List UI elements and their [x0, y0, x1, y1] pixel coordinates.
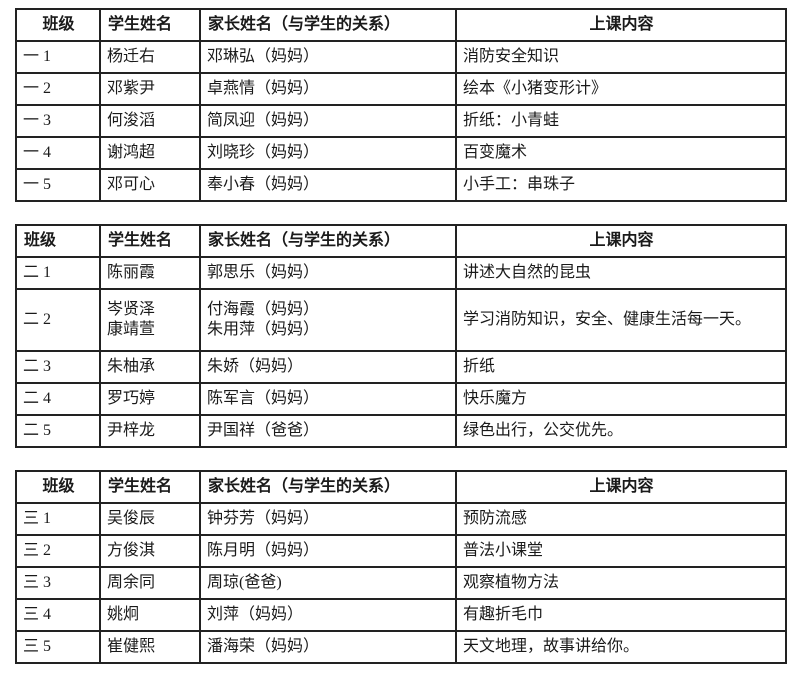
student-name-cell: 姚炯: [99, 598, 201, 632]
table-row: 一 3 何浚滔 简凤迎（妈妈） 折纸：小青蛙: [15, 104, 787, 138]
parent-name-cell: 陈月明（妈妈）: [199, 534, 457, 568]
column-header-class: 班级: [15, 470, 101, 504]
student-name-cell: 谢鸿超: [99, 136, 201, 170]
class-cell: 一 1: [15, 40, 101, 74]
class-cell: 二 2: [15, 288, 101, 352]
parent-name-cell: 潘海荣（妈妈）: [199, 630, 457, 664]
lesson-content-cell: 消防安全知识: [455, 40, 787, 74]
column-header-content: 上课内容: [455, 470, 787, 504]
table-row: 二 2 岑贤泽 康靖萱 付海霞（妈妈） 朱用萍（妈妈） 学习消防知识，安全、健康…: [15, 288, 787, 352]
class-cell: 二 5: [15, 414, 101, 448]
table-row: 三 1 吴俊辰 钟芬芳（妈妈） 预防流感: [15, 502, 787, 536]
table-row: 三 3 周余同 周琼(爸爸) 观察植物方法: [15, 566, 787, 600]
parent-name-cell: 郭思乐（妈妈）: [199, 256, 457, 290]
class-cell: 一 4: [15, 136, 101, 170]
lesson-content-cell: 观察植物方法: [455, 566, 787, 600]
student-name-cell: 朱柚承: [99, 350, 201, 384]
student-name-cell: 岑贤泽 康靖萱: [99, 288, 201, 352]
student-name-cell: 杨迁右: [99, 40, 201, 74]
lesson-content-cell: 学习消防知识，安全、健康生活每一天。: [455, 288, 787, 352]
student-name-cell: 崔健熙: [99, 630, 201, 664]
class-cell: 二 1: [15, 256, 101, 290]
parent-name-cell: 陈军言（妈妈）: [199, 382, 457, 416]
parent-name-cell: 周琼(爸爸): [199, 566, 457, 600]
student-name-cell: 周余同: [99, 566, 201, 600]
header-row: 班级 学生姓名 家长姓名（与学生的关系） 上课内容: [15, 224, 787, 258]
student-name-cell: 吴俊辰: [99, 502, 201, 536]
class-cell: 三 4: [15, 598, 101, 632]
student-name-cell: 罗巧婷: [99, 382, 201, 416]
column-header-content: 上课内容: [455, 224, 787, 258]
class-cell: 三 3: [15, 566, 101, 600]
parent-name-cell: 尹国祥（爸爸）: [199, 414, 457, 448]
lesson-content-cell: 百变魔术: [455, 136, 787, 170]
header-row: 班级 学生姓名 家长姓名（与学生的关系） 上课内容: [15, 470, 787, 504]
column-header-class: 班级: [15, 8, 101, 42]
column-header-class: 班级: [15, 224, 101, 258]
class-cell: 三 2: [15, 534, 101, 568]
column-header-student: 学生姓名: [99, 470, 201, 504]
parent-name-cell: 奉小春（妈妈）: [199, 168, 457, 202]
class-cell: 二 3: [15, 350, 101, 384]
table-grade-2: 班级 学生姓名 家长姓名（与学生的关系） 上课内容 二 1 陈丽霞 郭思乐（妈妈…: [15, 224, 787, 448]
table-row: 一 5 邓可心 奉小春（妈妈） 小手工：串珠子: [15, 168, 787, 202]
student-name-cell: 邓紫尹: [99, 72, 201, 106]
student-name-cell: 陈丽霞: [99, 256, 201, 290]
class-cell: 三 1: [15, 502, 101, 536]
class-cell: 三 5: [15, 630, 101, 664]
column-header-parent: 家长姓名（与学生的关系）: [199, 224, 457, 258]
table-row: 二 1 陈丽霞 郭思乐（妈妈） 讲述大自然的昆虫: [15, 256, 787, 290]
table-row: 三 4 姚炯 刘萍（妈妈） 有趣折毛巾: [15, 598, 787, 632]
table-row: 一 2 邓紫尹 卓燕情（妈妈） 绘本《小猪变形计》: [15, 72, 787, 106]
lesson-content-cell: 折纸：小青蛙: [455, 104, 787, 138]
lesson-content-cell: 绘本《小猪变形计》: [455, 72, 787, 106]
student-name-cell: 何浚滔: [99, 104, 201, 138]
class-cell: 二 4: [15, 382, 101, 416]
header-row: 班级 学生姓名 家长姓名（与学生的关系） 上课内容: [15, 8, 787, 42]
parent-name-cell: 付海霞（妈妈） 朱用萍（妈妈）: [199, 288, 457, 352]
table-row: 二 3 朱柚承 朱娇（妈妈） 折纸: [15, 350, 787, 384]
class-cell: 一 5: [15, 168, 101, 202]
table-row: 一 4 谢鸿超 刘晓珍（妈妈） 百变魔术: [15, 136, 787, 170]
lesson-content-cell: 普法小课堂: [455, 534, 787, 568]
parent-name-cell: 朱娇（妈妈）: [199, 350, 457, 384]
class-cell: 一 3: [15, 104, 101, 138]
table-row: 二 4 罗巧婷 陈军言（妈妈） 快乐魔方: [15, 382, 787, 416]
lesson-content-cell: 天文地理，故事讲给你。: [455, 630, 787, 664]
class-cell: 一 2: [15, 72, 101, 106]
parent-name-cell: 卓燕情（妈妈）: [199, 72, 457, 106]
lesson-content-cell: 有趣折毛巾: [455, 598, 787, 632]
column-header-student: 学生姓名: [99, 8, 201, 42]
student-name-cell: 尹梓龙: [99, 414, 201, 448]
table-row: 三 5 崔健熙 潘海荣（妈妈） 天文地理，故事讲给你。: [15, 630, 787, 664]
parent-name-cell: 邓琳弘（妈妈）: [199, 40, 457, 74]
parent-name-cell: 刘萍（妈妈）: [199, 598, 457, 632]
table-grade-3: 班级 学生姓名 家长姓名（与学生的关系） 上课内容 三 1 吴俊辰 钟芬芳（妈妈…: [15, 470, 787, 664]
lesson-content-cell: 快乐魔方: [455, 382, 787, 416]
column-header-parent: 家长姓名（与学生的关系）: [199, 8, 457, 42]
lesson-content-cell: 折纸: [455, 350, 787, 384]
table-row: 二 5 尹梓龙 尹国祥（爸爸） 绿色出行，公交优先。: [15, 414, 787, 448]
parent-name-cell: 简凤迎（妈妈）: [199, 104, 457, 138]
lesson-content-cell: 小手工：串珠子: [455, 168, 787, 202]
table-row: 一 1 杨迁右 邓琳弘（妈妈） 消防安全知识: [15, 40, 787, 74]
student-name-cell: 方俊淇: [99, 534, 201, 568]
lesson-content-cell: 预防流感: [455, 502, 787, 536]
parent-name-cell: 刘晓珍（妈妈）: [199, 136, 457, 170]
table-row: 三 2 方俊淇 陈月明（妈妈） 普法小课堂: [15, 534, 787, 568]
lesson-content-cell: 讲述大自然的昆虫: [455, 256, 787, 290]
lesson-content-cell: 绿色出行，公交优先。: [455, 414, 787, 448]
student-name-cell: 邓可心: [99, 168, 201, 202]
parent-name-cell: 钟芬芳（妈妈）: [199, 502, 457, 536]
column-header-student: 学生姓名: [99, 224, 201, 258]
column-header-parent: 家长姓名（与学生的关系）: [199, 470, 457, 504]
table-grade-1: 班级 学生姓名 家长姓名（与学生的关系） 上课内容 一 1 杨迁右 邓琳弘（妈妈…: [15, 8, 787, 202]
column-header-content: 上课内容: [455, 8, 787, 42]
